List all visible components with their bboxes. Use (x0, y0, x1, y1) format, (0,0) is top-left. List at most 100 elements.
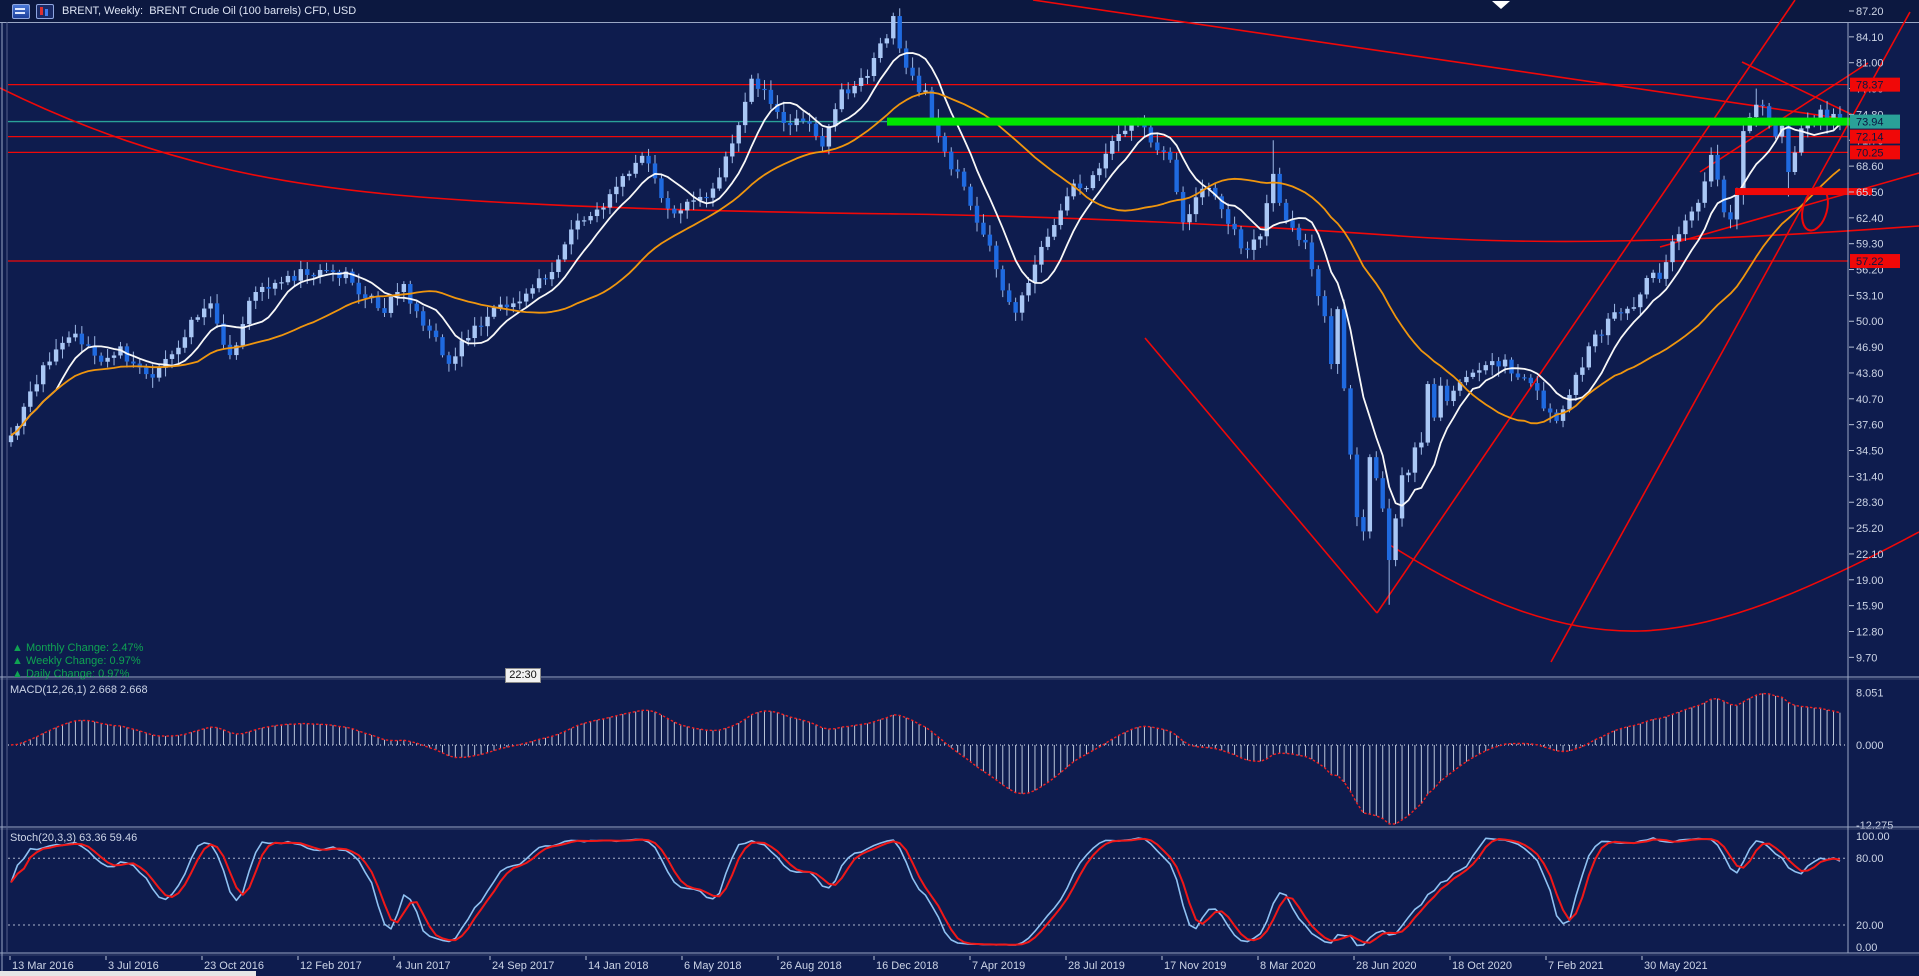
date-tick-label: 16 Dec 2018 (876, 960, 938, 972)
bull-candle (1593, 334, 1598, 347)
bear-candle (652, 163, 658, 179)
price-tick-label: 19.00 (1856, 575, 1884, 587)
bear-candle (440, 337, 445, 356)
bull-candle (156, 367, 162, 378)
price-marker-label: 57.22 (1856, 256, 1884, 268)
bull-candle (34, 384, 39, 392)
bull-candle (472, 325, 477, 339)
bull-candle (182, 337, 188, 348)
ellipse-annotation[interactable] (1798, 185, 1833, 234)
bull-candle (1792, 152, 1798, 173)
price-tick-label: 12.80 (1856, 626, 1884, 638)
bear-candle (420, 311, 426, 326)
bull-candle (691, 200, 696, 202)
bear-candle (994, 245, 999, 270)
bull-candle (1045, 236, 1051, 247)
bull-candle (620, 176, 625, 187)
bull-candle (562, 244, 568, 260)
bear-candle (214, 303, 220, 324)
bull-candle (594, 209, 600, 217)
bull-candle (833, 109, 838, 127)
panel-frames (0, 22, 1919, 976)
chart-title-bar: BRENT, Weekly: BRENT Crude Oil (100 barr… (0, 0, 1919, 23)
bear-candle (1013, 302, 1018, 313)
indicator-icon (36, 3, 54, 19)
bear-candle (1296, 227, 1302, 240)
bear-candle (356, 282, 361, 295)
bear-candle (1283, 202, 1289, 221)
bull-candle (697, 196, 703, 201)
date-tick-label: 24 Sep 2017 (492, 960, 554, 972)
price-tick-label: 50.00 (1856, 316, 1884, 328)
price-tick-label: 68.60 (1856, 161, 1884, 173)
bear-candle (846, 89, 851, 94)
bear-candle (929, 90, 935, 118)
bull-candle (1567, 394, 1572, 410)
macd-panel: 8.051 0.000 -12.275 (8, 688, 1893, 832)
bull-candle (1631, 307, 1637, 309)
annotation-lines-front (887, 1, 1872, 234)
bull-candle (1019, 295, 1025, 313)
bear-candle (433, 330, 439, 338)
bear-candle (800, 118, 806, 122)
bear-candle (1168, 151, 1173, 160)
bear-candle (1316, 269, 1321, 297)
stoch-axis-label: 0.00 (1856, 942, 1877, 954)
trendline[interactable] (1032, 0, 1894, 127)
bull-candle (259, 286, 265, 293)
price-tick-label: 40.70 (1856, 394, 1884, 406)
bear-candle (820, 135, 825, 147)
bear-candle (1386, 508, 1392, 561)
trendline[interactable] (1144, 337, 1378, 614)
weekly-change-label: ▲ Weekly Change: 0.97% (12, 655, 141, 667)
bull-candle (1116, 134, 1121, 141)
bear-candle (150, 374, 155, 378)
bear-candle (504, 304, 510, 308)
bull-candle (1271, 173, 1276, 204)
bull-candle (530, 288, 535, 294)
trendline[interactable] (1659, 172, 1919, 248)
horizontal-scrollbar-thumb[interactable] (0, 971, 256, 976)
ma-fast (10, 52, 1841, 507)
bear-candle (762, 88, 767, 91)
price-tick-label: 25.20 (1856, 523, 1884, 535)
bear-candle (1773, 122, 1778, 137)
bear-candle (936, 117, 941, 137)
curved-trendline[interactable] (0, 87, 1919, 243)
macd-axis-label: 0.000 (1856, 740, 1884, 752)
bull-candle (826, 126, 832, 147)
bull-candle (1625, 308, 1630, 314)
bear-candle (427, 325, 432, 331)
bull-candle (1676, 234, 1682, 242)
bear-candle (1329, 316, 1334, 364)
bull-candle (189, 319, 194, 338)
thick-red-support-segment[interactable] (1735, 188, 1872, 196)
bear-candle (1760, 104, 1765, 107)
bull-candle (1200, 188, 1205, 198)
bear-candle (1444, 385, 1450, 402)
bull-candle (723, 156, 729, 178)
bear-candle (949, 151, 954, 170)
bull-candle (1470, 372, 1476, 377)
price-axis: 87.2084.1081.0077.9074.8071.7068.6065.50… (1849, 6, 1900, 664)
bull-candle (105, 357, 110, 362)
curved-trendline[interactable] (1389, 531, 1919, 632)
bull-candle (1464, 376, 1469, 383)
trendline[interactable] (1699, 62, 1869, 173)
bull-candle (208, 303, 213, 309)
stoch-signal-line (10, 837, 1841, 946)
green-resistance-band[interactable] (887, 117, 1858, 126)
trendline[interactable] (1376, 0, 1796, 614)
bull-candle (1477, 370, 1482, 373)
bear-candle (981, 222, 986, 235)
bull-candle (253, 292, 258, 301)
bear-candle (1728, 212, 1733, 220)
price-tick-label: 9.70 (1856, 652, 1877, 664)
bear-candle (227, 344, 233, 356)
bull-candle (163, 358, 168, 368)
bull-candle (1696, 202, 1701, 212)
candles (8, 8, 1843, 605)
bear-candle (363, 294, 368, 299)
